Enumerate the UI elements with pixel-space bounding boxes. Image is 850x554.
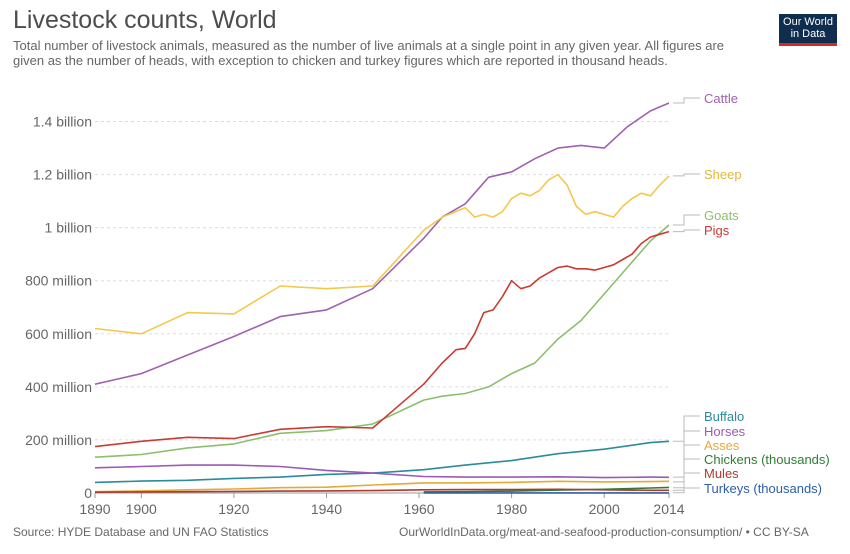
series-line-asses[interactable]: [94, 480, 670, 493]
legend-label[interactable]: Mules: [704, 466, 739, 481]
legend-connector: [673, 472, 700, 491]
legend-connector: [673, 229, 700, 233]
source-url-link[interactable]: OurWorldInData.org/meat-and-seafood-prod…: [399, 525, 809, 539]
x-tick-label: 1890: [79, 501, 110, 517]
x-tick-label: 1900: [126, 501, 157, 517]
x-tick-label: 1960: [403, 501, 434, 517]
y-tick-label: 1.4 billion: [33, 114, 92, 130]
legend-label[interactable]: Buffalo: [704, 409, 744, 424]
y-tick-label: 1.2 billion: [33, 167, 92, 183]
legend-connector: [673, 173, 700, 177]
x-tick-label: 1940: [311, 501, 342, 517]
y-tick-label: 400 million: [25, 379, 92, 395]
logo-line-2: in Data: [790, 28, 826, 40]
legend-label[interactable]: Chickens (thousands): [704, 452, 830, 467]
legend-label[interactable]: Pigs: [704, 223, 730, 238]
legend-label[interactable]: Cattle: [704, 91, 738, 106]
series-line-cattle[interactable]: [94, 102, 670, 385]
y-tick-label: 200 million: [25, 432, 92, 448]
legend-label[interactable]: Goats: [704, 208, 739, 223]
legend-connector: [673, 444, 700, 483]
chart-subtitle: Total number of livestock animals, measu…: [13, 38, 725, 68]
x-tick-label: 1920: [218, 501, 249, 517]
series-line-pigs[interactable]: [94, 230, 670, 448]
source-note: Source: HYDE Database and UN FAO Statist…: [13, 525, 269, 539]
legend-connector: [673, 430, 700, 478]
x-tick-label: 2000: [589, 501, 620, 517]
y-tick-label: 600 million: [25, 326, 92, 342]
series-line-goats[interactable]: [94, 224, 670, 458]
series-line-buffalo[interactable]: [94, 440, 670, 484]
series-line-horses[interactable]: [94, 464, 670, 479]
y-tick-label: 1 billion: [45, 220, 92, 236]
chart-title: Livestock counts, World: [13, 6, 277, 34]
legend-label[interactable]: Turkeys (thousands): [704, 481, 822, 496]
legend-connector: [673, 487, 700, 494]
x-axis: 1890 1900 1920 1940 1960 1980 2000 2014: [79, 493, 685, 517]
legend-connector: [673, 214, 700, 226]
legend-label[interactable]: Sheep: [704, 167, 742, 182]
x-tick-label: 1980: [496, 501, 527, 517]
logo-line-1: Our World: [783, 16, 833, 28]
series-lines: [94, 102, 670, 494]
y-axis: 0 200 million 400 million 600 million 800 mi…: [25, 114, 92, 501]
owid-logo[interactable]: Our World in Data: [779, 14, 837, 46]
series-line-sheep[interactable]: [94, 173, 670, 335]
x-tick-label: 2014: [653, 501, 684, 517]
y-tick-label: 0: [84, 485, 92, 501]
legend-connector: [673, 415, 700, 442]
legend-label[interactable]: Horses: [704, 424, 746, 439]
y-tick-label: 800 million: [25, 273, 92, 289]
legend-connector: [673, 97, 700, 104]
legend-label[interactable]: Asses: [704, 438, 740, 453]
series-line-mules[interactable]: [94, 488, 669, 493]
